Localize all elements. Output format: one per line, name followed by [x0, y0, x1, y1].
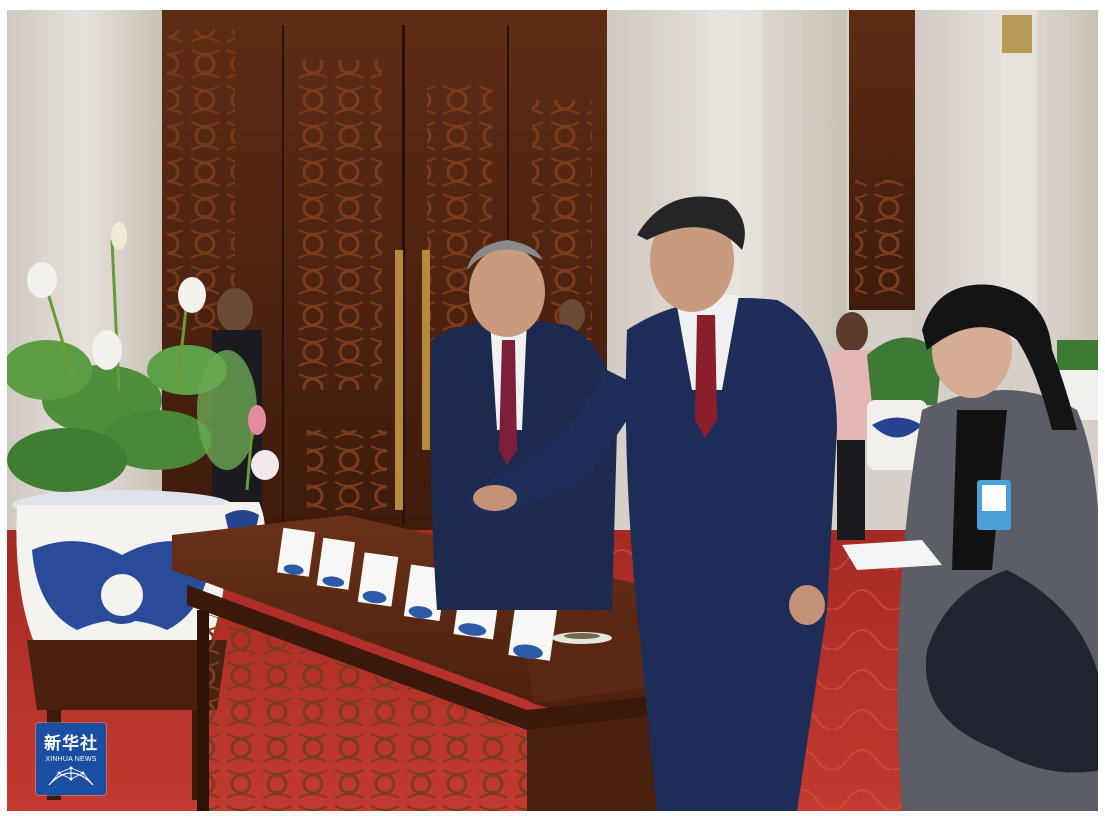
watermark-brand-en: XINHUA NEWS [45, 756, 97, 763]
pillar-capital [1002, 15, 1032, 53]
tea-sample-cards [277, 527, 612, 661]
notepad [842, 540, 942, 570]
person-right [842, 284, 1098, 811]
person-background [217, 288, 253, 332]
porcelain-planter [12, 490, 232, 670]
pointing-hand [473, 485, 517, 511]
photo-scene [7, 10, 1098, 811]
watermark-brand-cn: 新华社 [44, 734, 98, 754]
handbag [925, 570, 1098, 773]
photo: 新华社 XINHUA NEWS [7, 10, 1098, 811]
xinhua-watermark: 新华社 XINHUA NEWS [36, 723, 106, 795]
door-handle [422, 250, 430, 450]
person-background [836, 312, 868, 352]
person-center [467, 196, 837, 811]
globe-network-icon [48, 766, 94, 786]
lotus-plant [7, 222, 279, 492]
door-handle [395, 250, 403, 510]
